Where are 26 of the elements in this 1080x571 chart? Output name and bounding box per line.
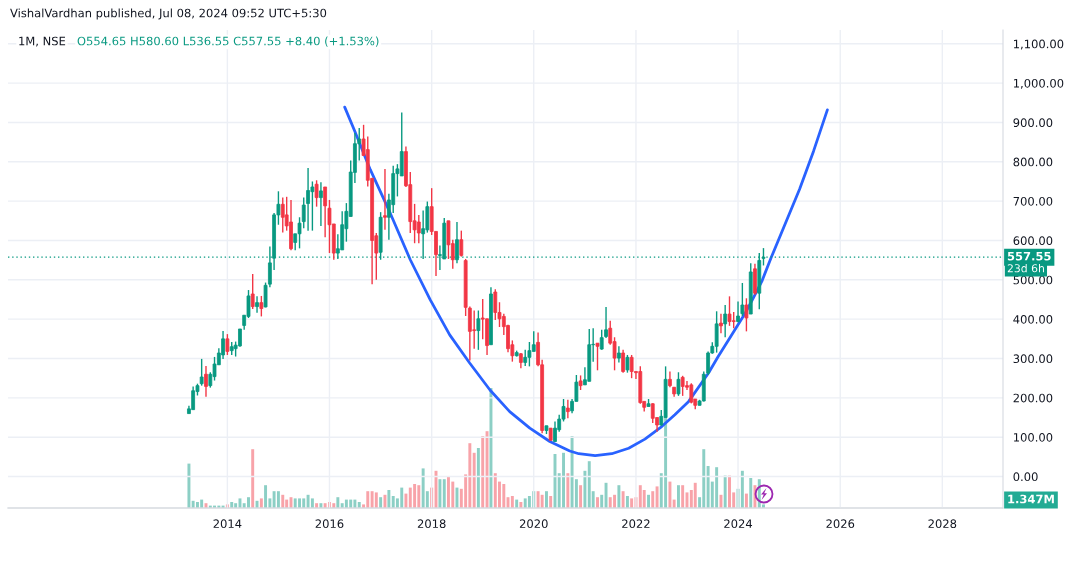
x-tick-label: 2026 (826, 519, 855, 529)
x-tick-label: 2022 (622, 519, 650, 529)
y-tick-label: 100.00 (1013, 433, 1053, 442)
y-tick-label: 600.00 (1013, 236, 1053, 246)
x-tick-label: 2024 (724, 519, 753, 529)
y-tick-label: 1,000.00 (1013, 78, 1064, 89)
x-tick-label: 2016 (315, 519, 344, 529)
y-tick-label: 200.00 (1013, 393, 1053, 403)
text: 1.347M (1008, 494, 1054, 504)
y-tick-label: 0.00 (1013, 472, 1038, 482)
text: 23d 6h (1007, 263, 1044, 273)
y-tick-label: 400.00 (1013, 314, 1053, 324)
text: O554.65 H580.60 L536.55 C557.55 +8.40 (+1.53%) (77, 36, 379, 47)
x-tick-label: 2014 (213, 519, 242, 529)
y-tick-label: 1,100.00 (1013, 39, 1064, 50)
text: VishalVardhan published, Jul 08, 2024 09:52 UTC+5:30 (10, 8, 327, 20)
y-tick-label: 700.00 (1013, 196, 1053, 206)
y-tick-label: 800.00 (1013, 157, 1053, 167)
y-tick-label: 900.00 (1013, 118, 1053, 127)
y-tick-label: 300.00 (1013, 354, 1053, 364)
x-tick-label: 2028 (928, 519, 957, 529)
x-tick-label: 2020 (519, 519, 548, 529)
ref-line-label: 557.55 (1007, 251, 1051, 261)
x-tick-label: 2018 (417, 519, 446, 529)
y-tick-label: 500.00 (1013, 275, 1053, 285)
text: 1M, NSE (19, 36, 66, 47)
